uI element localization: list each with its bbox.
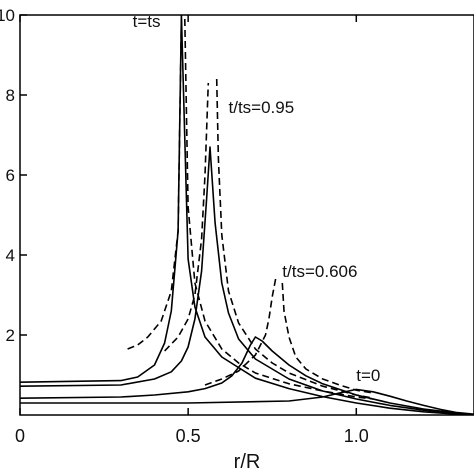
annotation-label-3: t=0	[356, 366, 380, 385]
annotation-label-1: t/ts=0.95	[229, 98, 295, 117]
y-tick-label-4: 10	[0, 6, 15, 25]
series-line-4	[20, 388, 474, 415]
series-line-10	[281, 282, 374, 394]
ticks-layer: 0 0.5 1.0 2 4 6 8 10	[0, 6, 369, 446]
y-tick-label-0: 2	[6, 326, 15, 345]
annotations-layer: t=ts t/ts=0.95 t/ts=0.606 t=0	[133, 12, 381, 385]
plot-frame	[19, 14, 474, 416]
x-tick-label-1: 0.5	[176, 426, 201, 446]
series-line-9	[204, 278, 277, 386]
x-axis-label: r/R	[234, 451, 261, 473]
annotation-label-0: t=ts	[133, 12, 161, 31]
series-line-3	[20, 336, 474, 415]
curves-layer	[20, 15, 474, 415]
series-line-5	[127, 18, 183, 350]
y-tick-label-3: 8	[6, 86, 15, 105]
series-line-8	[215, 78, 374, 399]
series-line-1	[20, 15, 474, 415]
y-tick-label-1: 4	[6, 246, 15, 265]
series-line-2	[20, 146, 474, 415]
series-line-6	[184, 18, 374, 400]
y-tick-label-2: 6	[6, 166, 15, 185]
annotation-label-2: t/ts=0.606	[282, 262, 357, 281]
x-tick-label-2: 1.0	[344, 426, 369, 446]
x-tick-label-0: 0	[15, 426, 25, 446]
